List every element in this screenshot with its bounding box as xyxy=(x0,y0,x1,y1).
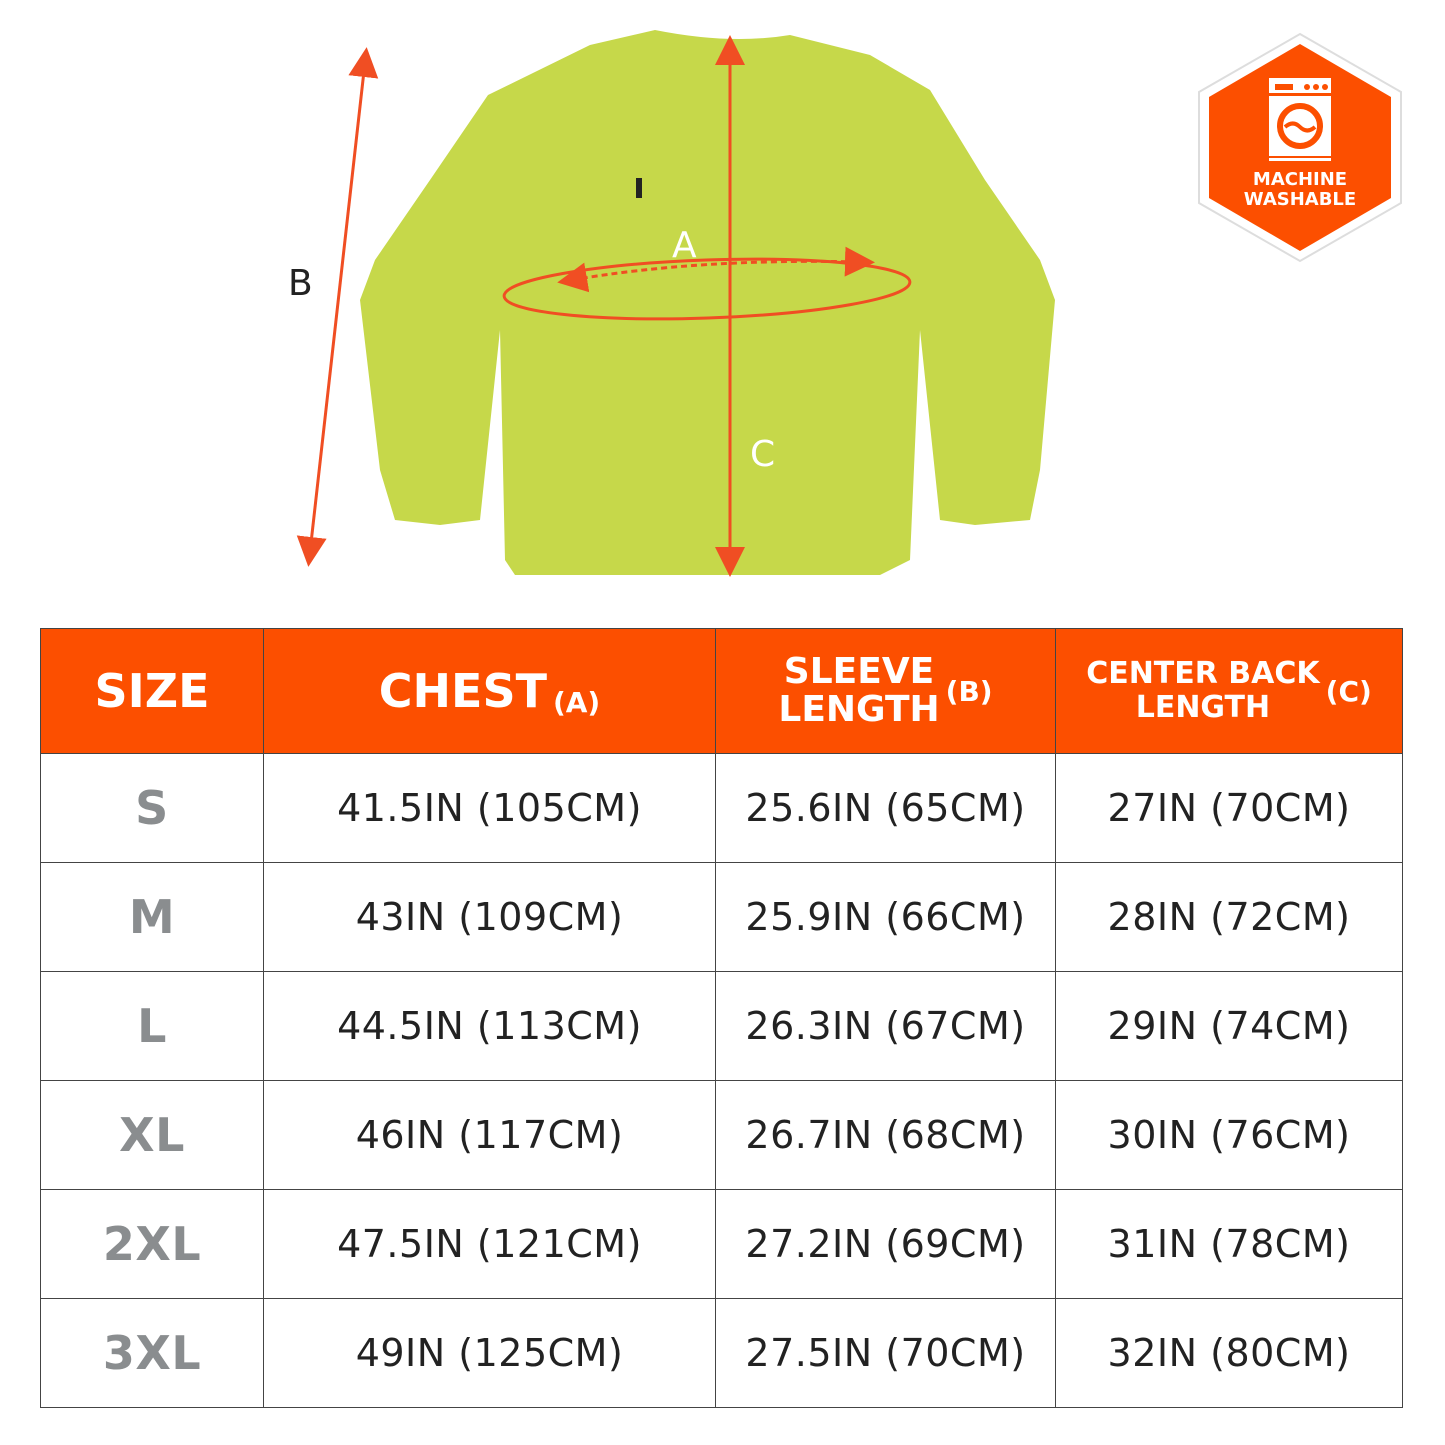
header-back-line-2: LENGTH xyxy=(1135,690,1271,725)
header-chest-label: CHEST xyxy=(378,663,547,718)
header-back-line-1: CENTER BACK xyxy=(1086,656,1320,691)
pocket-zipper xyxy=(636,178,642,198)
machine-washable-badge: MACHINE WASHABLE xyxy=(1198,32,1402,263)
header-sleeve: SLEEVE LENGTH (B) xyxy=(715,628,1056,754)
header-size: SIZE xyxy=(40,628,264,754)
badge-line-1: MACHINE xyxy=(1253,169,1347,190)
label-b: B xyxy=(288,263,313,304)
cell-chest: 44.5IN (113CM) xyxy=(263,971,716,1081)
cell-back: 31IN (78CM) xyxy=(1055,1189,1403,1299)
table-row: XL 46IN (117CM) 26.7IN (68CM) 30IN (76CM) xyxy=(40,1080,1403,1190)
cell-size: L xyxy=(40,971,264,1081)
chest-dashed-arrow xyxy=(557,246,875,293)
cell-chest: 43IN (109CM) xyxy=(263,862,716,972)
header-sleeve-line-2: LENGTH xyxy=(778,689,940,730)
header-sleeve-letter: (B) xyxy=(945,674,993,708)
table-header-row: SIZE CHEST (A) SLEEVE LENGTH (B) CENTER BAC… xyxy=(40,628,1403,754)
cell-back: 30IN (76CM) xyxy=(1055,1080,1403,1190)
header-size-label: SIZE xyxy=(94,664,210,718)
size-chart-table: SIZE CHEST (A) SLEEVE LENGTH (B) CENTER BAC… xyxy=(40,628,1403,1408)
cell-sleeve: 25.9IN (66CM) xyxy=(715,862,1056,972)
table-row: L 44.5IN (113CM) 26.3IN (67CM) 29IN (74CM) xyxy=(40,971,1403,1081)
table-row: M 43IN (109CM) 25.9IN (66CM) 28IN (72CM) xyxy=(40,862,1403,972)
cell-sleeve: 27.5IN (70CM) xyxy=(715,1298,1056,1408)
header-chest: CHEST (A) xyxy=(263,628,716,754)
shirt-measurement-diagram: A B C xyxy=(288,30,1055,577)
cell-back: 27IN (70CM) xyxy=(1055,753,1403,863)
cell-chest: 49IN (125CM) xyxy=(263,1298,716,1408)
cell-size: 2XL xyxy=(40,1189,264,1299)
cell-back: 32IN (80CM) xyxy=(1055,1298,1403,1408)
cell-sleeve: 27.2IN (69CM) xyxy=(715,1189,1056,1299)
label-a: A xyxy=(672,225,697,266)
label-c: C xyxy=(750,434,775,475)
cell-chest: 46IN (117CM) xyxy=(263,1080,716,1190)
long-sleeve-shirt xyxy=(360,30,1055,575)
table-row: 3XL 49IN (125CM) 27.5IN (70CM) 32IN (80CM) xyxy=(40,1298,1403,1408)
cell-sleeve: 26.7IN (68CM) xyxy=(715,1080,1056,1190)
header-back: CENTER BACK LENGTH (C) xyxy=(1055,628,1403,754)
cell-chest: 41.5IN (105CM) xyxy=(263,753,716,863)
table-row: S 41.5IN (105CM) 25.6IN (65CM) 27IN (70CM) xyxy=(40,753,1403,863)
cell-chest: 47.5IN (121CM) xyxy=(263,1189,716,1299)
cell-back: 28IN (72CM) xyxy=(1055,862,1403,972)
cell-back: 29IN (74CM) xyxy=(1055,971,1403,1081)
washing-machine-icon xyxy=(1269,78,1331,161)
cell-size: M xyxy=(40,862,264,972)
cell-sleeve: 25.6IN (65CM) xyxy=(715,753,1056,863)
cell-size: 3XL xyxy=(40,1298,264,1408)
header-sleeve-line-1: SLEEVE xyxy=(783,651,935,692)
table-row: 2XL 47.5IN (121CM) 27.2IN (69CM) 31IN (78CM… xyxy=(40,1189,1403,1299)
header-back-letter: (C) xyxy=(1325,674,1372,708)
header-chest-letter: (A) xyxy=(552,685,601,719)
sleeve-length-arrow xyxy=(296,47,379,567)
cell-sleeve: 26.3IN (67CM) xyxy=(715,971,1056,1081)
badge-line-2: WASHABLE xyxy=(1244,189,1356,210)
cell-size: S xyxy=(40,753,264,863)
cell-size: XL xyxy=(40,1080,264,1190)
